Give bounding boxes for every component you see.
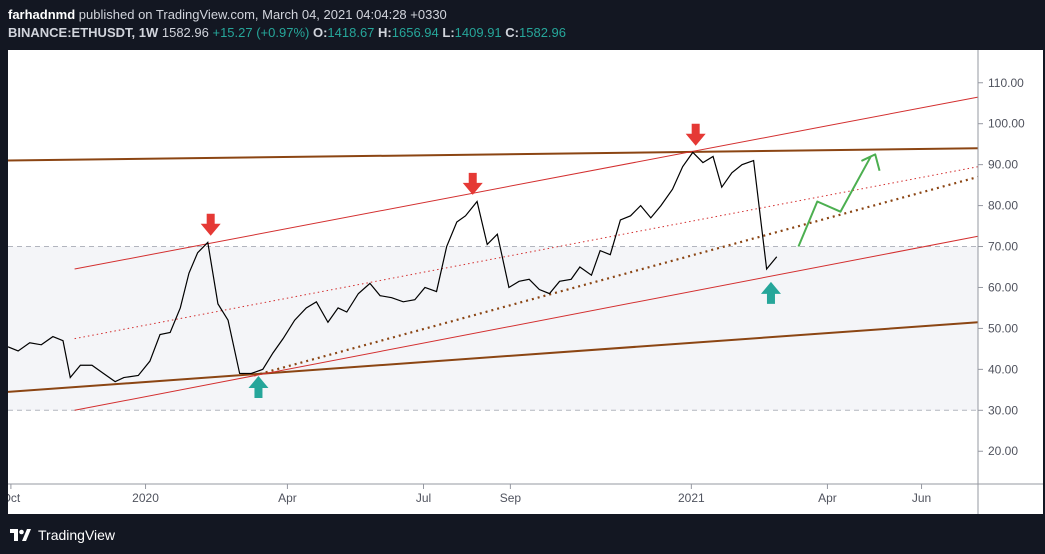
author-name[interactable]: farhadnmd — [8, 7, 76, 22]
symbol-line: BINANCE:ETHUSDT, 1W 1582.96 +15.27 (+0.9… — [8, 24, 566, 42]
time-axis-label: Oct — [8, 491, 21, 505]
time-axis-label: Jun — [912, 491, 931, 505]
publish-line: farhadnmd published on TradingView.com, … — [8, 6, 566, 24]
price-axis-label: 90.00 — [988, 158, 1018, 172]
footer: TradingView — [10, 524, 115, 546]
channel-lower-line — [74, 235, 979, 411]
time-axis-label: Sep — [500, 491, 522, 505]
price-axis-label: 40.00 — [988, 362, 1018, 376]
close-value: 1582.96 — [519, 25, 567, 40]
price-axis-label: 50.00 — [988, 321, 1018, 335]
low-label: L: — [442, 25, 455, 40]
brand-name[interactable]: TradingView — [38, 527, 116, 543]
time-axis-label: Jul — [416, 491, 431, 505]
down-arrow-marker — [200, 213, 221, 236]
price-axis-label: 80.00 — [988, 199, 1018, 213]
time-axis-label: 2021 — [678, 491, 705, 505]
projection-arrow — [797, 153, 881, 247]
range-zone — [8, 246, 978, 411]
price-axis-label: 110.00 — [988, 76, 1024, 90]
low-value: 1409.91 — [454, 25, 502, 40]
close-label: C: — [505, 25, 520, 40]
price-axis-label: 30.00 — [988, 403, 1018, 417]
price-change: +15.27 (+0.97%) — [212, 25, 310, 40]
price-axis-label: 20.00 — [988, 444, 1018, 458]
high-value: 1656.94 — [391, 25, 439, 40]
price-series-line — [8, 151, 778, 383]
support-trendline — [8, 321, 979, 393]
time-axis-label: 2020 — [132, 491, 159, 505]
up-arrow-marker — [760, 281, 781, 304]
down-arrow-marker — [462, 172, 483, 195]
resistance-trendline — [8, 147, 979, 162]
rising-dotted-trendline — [253, 175, 979, 377]
chart-header: farhadnmd published on TradingView.com, … — [8, 6, 566, 42]
price-axis-label: 60.00 — [988, 280, 1018, 294]
price-axis-label: 100.00 — [988, 117, 1025, 131]
channel-middle-line — [74, 166, 979, 340]
open-label: O: — [312, 25, 328, 40]
publish-info: published on TradingView.com, March 04, … — [78, 7, 447, 22]
symbol-label[interactable]: BINANCE:ETHUSDT, 1W — [8, 25, 159, 40]
chart-panel[interactable]: 20.00 30.00 40.00 50.00 60.00 70.00 80.00 90.00… — [8, 50, 1043, 514]
time-axis-label: Apr — [278, 491, 297, 505]
open-value: 1418.67 — [327, 25, 375, 40]
time-axis-label: Apr — [818, 491, 837, 505]
tradingview-logo-icon[interactable] — [10, 527, 32, 543]
last-price: 1582.96 — [161, 25, 209, 40]
up-arrow-marker — [248, 376, 269, 399]
channel-upper-line — [74, 96, 979, 270]
high-label: H: — [378, 25, 392, 40]
price-chart[interactable]: 20.00 30.00 40.00 50.00 60.00 70.00 80.00 90.00… — [8, 50, 1043, 514]
price-axis-label: 70.00 — [988, 240, 1018, 254]
down-arrow-marker — [685, 123, 706, 146]
